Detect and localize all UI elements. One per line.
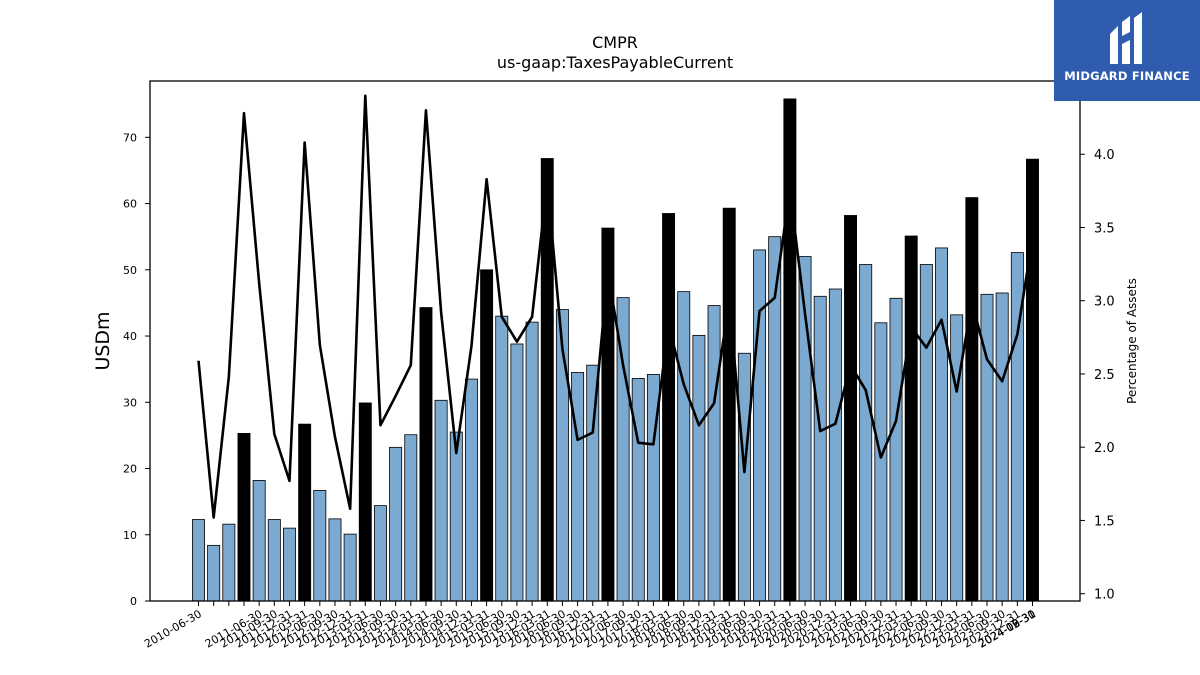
bar [222,523,236,602]
y2-tick-label: 1.5 [1094,514,1115,529]
bar [828,288,842,602]
bar [267,519,281,602]
bar [510,343,524,602]
bar [904,235,918,602]
y2-tick-label: 4.0 [1094,148,1115,163]
bar [722,207,736,602]
y2-tick-label: 3.0 [1094,295,1115,310]
bar [889,297,903,602]
bar [965,197,979,602]
y-tick-label: 20 [123,463,137,476]
bar [449,431,463,602]
chart-subtitle: us-gaap:TaxesPayableCurrent [497,53,733,72]
bar [252,480,266,602]
y2-tick-label: 3.5 [1094,221,1115,236]
bar [919,264,933,602]
y-axis-left: 0 10 20 30 40 50 60 70 [123,131,150,608]
bar [662,213,676,602]
brand-logo: MIDGARD FINANCE [1054,0,1200,101]
bar [844,215,857,602]
chart-title: CMPR [592,33,638,52]
y2-tick-label: 1.0 [1094,588,1115,603]
bar [813,295,827,602]
y-tick-label: 0 [130,595,137,608]
midgard-logo-icon [1110,12,1142,64]
bar [298,423,312,602]
y-tick-label: 60 [123,198,137,211]
bar [343,533,357,602]
bar [237,433,251,602]
bar [692,334,706,602]
bar [464,378,478,602]
bar [207,544,221,602]
bar [358,402,372,602]
bar [631,378,645,602]
bar [874,322,888,602]
percentage-line-series [197,94,1034,519]
y-tick-label: 40 [123,330,137,343]
bar [419,307,433,602]
bar [404,434,418,602]
bar [283,527,296,602]
bar [737,352,751,602]
y2-tick-label: 2.5 [1094,368,1115,383]
bar [995,292,1009,602]
bar [389,446,403,602]
bar [677,291,691,602]
bar-series [192,98,1039,602]
y-tick-label: 30 [123,396,137,409]
bar [373,505,387,602]
bar [950,314,964,602]
y-tick-label: 70 [123,131,137,144]
x-axis: 2010-06-302011-06-302011-09-302011-12-31… [142,601,1038,651]
bar [192,519,205,602]
y-axis-right: 1.0 1.5 2.0 2.5 3.0 3.5 4.0 [1080,148,1115,603]
bar [935,247,948,602]
y-tick-label: 50 [123,264,137,277]
y-axis-label: USDm [92,311,114,370]
plot-frame [149,80,1081,602]
x-tick-label: 2010-06-30 [142,607,204,650]
logo-text: MIDGARD FINANCE [1064,69,1190,83]
bar [1026,158,1039,602]
bar [859,264,873,602]
bar [480,269,494,602]
bar [434,399,448,602]
bar [783,98,797,602]
y-tick-label: 10 [123,529,137,542]
bar [313,489,327,602]
y2-tick-label: 2.0 [1094,441,1115,456]
y2-axis-label: Percentage of Assets [1125,278,1139,404]
bar [495,315,509,602]
bar [328,518,342,602]
bar [525,321,539,602]
percentage-line [197,94,1034,519]
bar [753,249,767,602]
bar [707,305,721,602]
